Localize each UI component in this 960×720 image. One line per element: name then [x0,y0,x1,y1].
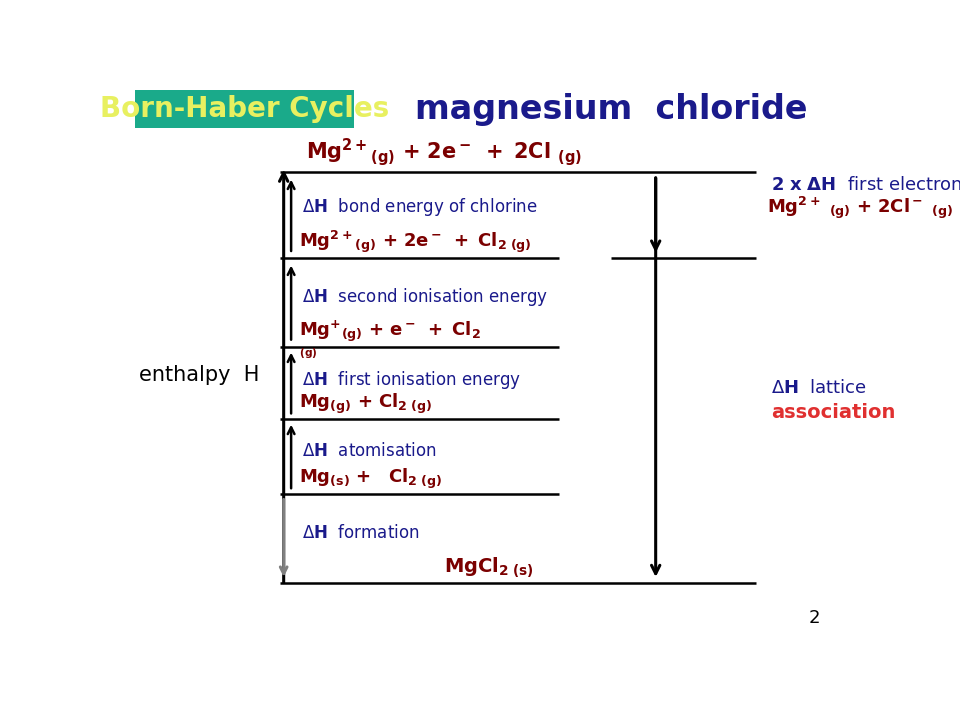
Text: Mg$\mathbf{_{(s)}}$ $\mathbf{+\ \ \ Cl_{2\ (g)}}$: Mg$\mathbf{_{(s)}}$ $\mathbf{+\ \ \ Cl_{… [299,467,442,491]
Text: MgCl$\mathbf{_{2\ (s)}}$: MgCl$\mathbf{_{2\ (s)}}$ [444,556,534,580]
Text: $\mathbf{2\ x\ \Delta H}$  first electron affinity: $\mathbf{2\ x\ \Delta H}$ first electron… [771,174,960,196]
Text: $\Delta\mathbf{H}$  lattice: $\Delta\mathbf{H}$ lattice [771,379,867,397]
Text: Mg$^{\mathbf{2+}}$ $\mathbf{_{(g)}}$ $\mathbf{+\ 2Cl^-\ _{(g)}}$: Mg$^{\mathbf{2+}}$ $\mathbf{_{(g)}}$ $\m… [767,194,953,221]
Text: Mg$^{\mathbf{2+}}$$\mathbf{_{(g)}}$ $\mathbf{+\ 2e^-\ +\ Cl_{2\ (g)}}$: Mg$^{\mathbf{2+}}$$\mathbf{_{(g)}}$ $\ma… [299,229,531,256]
Text: 2: 2 [808,609,820,627]
Text: $\Delta\mathbf{H}$  bond energy of chlorine: $\Delta\mathbf{H}$ bond energy of chlori… [302,196,538,218]
Text: $\Delta\mathbf{H}$  first ionisation energy: $\Delta\mathbf{H}$ first ionisation ener… [302,369,521,391]
Text: magnesium  chloride: magnesium chloride [415,93,807,126]
Text: $\Delta\mathbf{H}$  second ionisation energy: $\Delta\mathbf{H}$ second ionisation ene… [302,286,548,308]
Text: Mg$\mathbf{_{(g)}}$ $\mathbf{+\ Cl_{2\ (g)}}$: Mg$\mathbf{_{(g)}}$ $\mathbf{+\ Cl_{2\ (… [299,392,432,416]
Text: $\Delta\mathbf{H}$  formation: $\Delta\mathbf{H}$ formation [302,523,420,541]
Text: Born-Haber Cycles: Born-Haber Cycles [100,95,389,123]
Text: $\mathbf{_{(g)}}$: $\mathbf{_{(g)}}$ [299,346,317,361]
Text: Mg$^{\mathbf{+}}$$\mathbf{_{(g)}}$ $\mathbf{+\ e^-\ +\ Cl_2}$: Mg$^{\mathbf{+}}$$\mathbf{_{(g)}}$ $\mat… [299,319,480,344]
Text: association: association [771,402,896,422]
FancyBboxPatch shape [134,90,354,128]
Text: $\Delta\mathbf{H}$  atomisation: $\Delta\mathbf{H}$ atomisation [302,442,437,460]
Text: Mg$^{\mathbf{2+}}$$\mathbf{_{(g)}}$ $\mathbf{+\ 2e^-\ +\ 2Cl\ _{(g)}}$: Mg$^{\mathbf{2+}}$$\mathbf{_{(g)}}$ $\ma… [305,136,582,168]
Text: enthalpy  H: enthalpy H [138,365,259,384]
